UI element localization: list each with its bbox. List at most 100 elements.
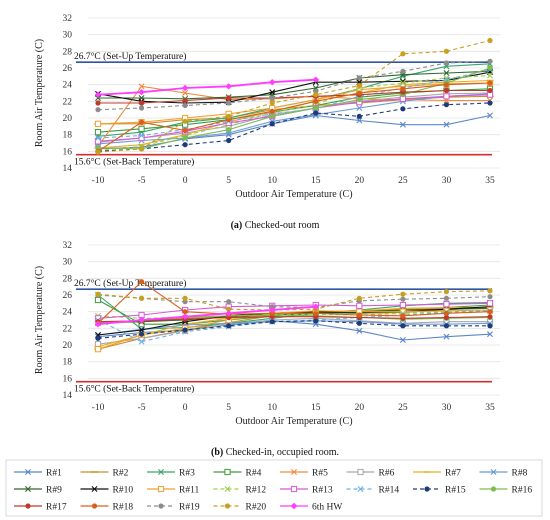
data-point	[226, 100, 232, 106]
x-tick-label: -5	[138, 176, 146, 186]
data-point	[399, 80, 406, 86]
data-point	[95, 149, 101, 155]
legend-label: 6th HW	[312, 503, 342, 513]
data-point	[94, 320, 102, 328]
y-tick-label: 26	[63, 291, 73, 301]
x-tick-label: 15	[311, 403, 321, 413]
legend-label: R#11	[179, 486, 199, 496]
data-point	[269, 306, 276, 314]
x-tick-label: 5	[226, 176, 231, 186]
legend-label: R#13	[312, 486, 333, 496]
y-tick-label: 22	[63, 324, 73, 334]
legend-marker	[25, 486, 31, 492]
legend-item: R#17	[14, 503, 67, 513]
data-point	[443, 102, 450, 108]
data-point	[443, 289, 450, 295]
legend-marker	[224, 503, 231, 509]
legend-item: 6th HW	[280, 503, 342, 513]
data-point	[443, 295, 450, 301]
data-point	[226, 306, 232, 312]
legend-marker	[25, 469, 31, 475]
data-point	[312, 76, 319, 83]
legend-marker	[91, 486, 98, 492]
data-point	[269, 121, 275, 127]
y-tick-label: 32	[63, 14, 73, 24]
legend-item: R#12	[213, 486, 267, 496]
x-axis-label: Outdoor Air Temperature (C)	[235, 189, 352, 200]
series-line	[97, 78, 316, 96]
data-point	[356, 320, 362, 326]
series-r-20	[95, 37, 493, 155]
legend-item: R#11	[147, 486, 199, 496]
data-point	[400, 51, 406, 57]
series-r-15	[95, 318, 493, 341]
x-tick-label: 15	[311, 176, 321, 186]
legend-label: R#18	[113, 503, 134, 513]
x-tick-label: 30	[442, 176, 452, 186]
caption-b: (b) Checked-in, occupied room.	[211, 447, 339, 458]
legend-label: R#12	[246, 486, 267, 496]
data-point	[399, 337, 406, 343]
data-point	[400, 296, 406, 302]
y-tick-label: 20	[63, 341, 73, 351]
series-line	[97, 316, 491, 323]
legend-label: R#10	[113, 486, 134, 496]
data-point	[182, 309, 188, 315]
legend-label: R#19	[179, 503, 200, 513]
legend-marker	[25, 503, 31, 509]
series-line	[97, 39, 491, 153]
data-point	[487, 294, 493, 300]
series-line	[97, 82, 491, 125]
y-tick-label: 30	[63, 31, 73, 41]
data-point	[312, 303, 319, 310]
data-point	[356, 327, 363, 334]
data-point	[487, 314, 493, 320]
legend-item: R#2	[80, 469, 129, 479]
data-point	[487, 37, 493, 44]
x-tick-label: 20	[355, 403, 365, 413]
data-point	[269, 78, 276, 86]
data-point	[443, 93, 450, 100]
caption-b-text: Checked-in, occupied room.	[226, 447, 339, 458]
data-point	[95, 100, 101, 106]
series-r-4	[94, 85, 494, 136]
data-point	[487, 87, 493, 94]
data-point	[443, 87, 450, 94]
data-point	[138, 100, 145, 106]
legend-label: R#16	[512, 486, 533, 496]
series-line	[97, 74, 491, 152]
y-tick-label: 28	[63, 274, 73, 284]
data-point	[487, 100, 493, 106]
data-point	[356, 90, 362, 96]
legend-label: R#1	[46, 469, 62, 479]
y-axis-label: Room Air Temperature (C)	[34, 266, 45, 374]
series-6th-hw	[94, 76, 319, 98]
setup-temperature-label: 26.7°C (Set-Up Temperature)	[74, 51, 186, 62]
legend-label: R#7	[445, 469, 461, 479]
data-point	[269, 113, 275, 119]
legend-item: R#8	[479, 469, 528, 479]
y-tick-label: 24	[63, 81, 73, 91]
data-point	[138, 125, 145, 132]
legend-item: R#5	[280, 469, 328, 479]
data-point	[138, 83, 145, 90]
y-tick-label: 14	[63, 164, 73, 174]
data-point	[182, 295, 188, 301]
series-line	[97, 93, 491, 145]
y-tick-label: 20	[63, 114, 73, 124]
data-point	[226, 299, 232, 305]
caption-a-text: Checked-out room	[245, 220, 320, 231]
data-point	[486, 300, 494, 307]
data-point	[138, 327, 145, 333]
data-point	[313, 105, 319, 111]
data-point	[138, 132, 145, 139]
legend-marker	[158, 469, 164, 475]
legend-marker	[91, 503, 98, 509]
legend: R#1 R#2 R#3 R#4 R#5 R#6 R#7 R#8 R#9 R#10 R#11 R#12 R…	[14, 469, 532, 513]
data-point	[182, 97, 188, 104]
legend-item: R#19	[147, 503, 200, 513]
legend-marker	[224, 468, 231, 476]
caption-b-prefix: (b)	[211, 447, 223, 458]
data-point	[182, 142, 188, 148]
